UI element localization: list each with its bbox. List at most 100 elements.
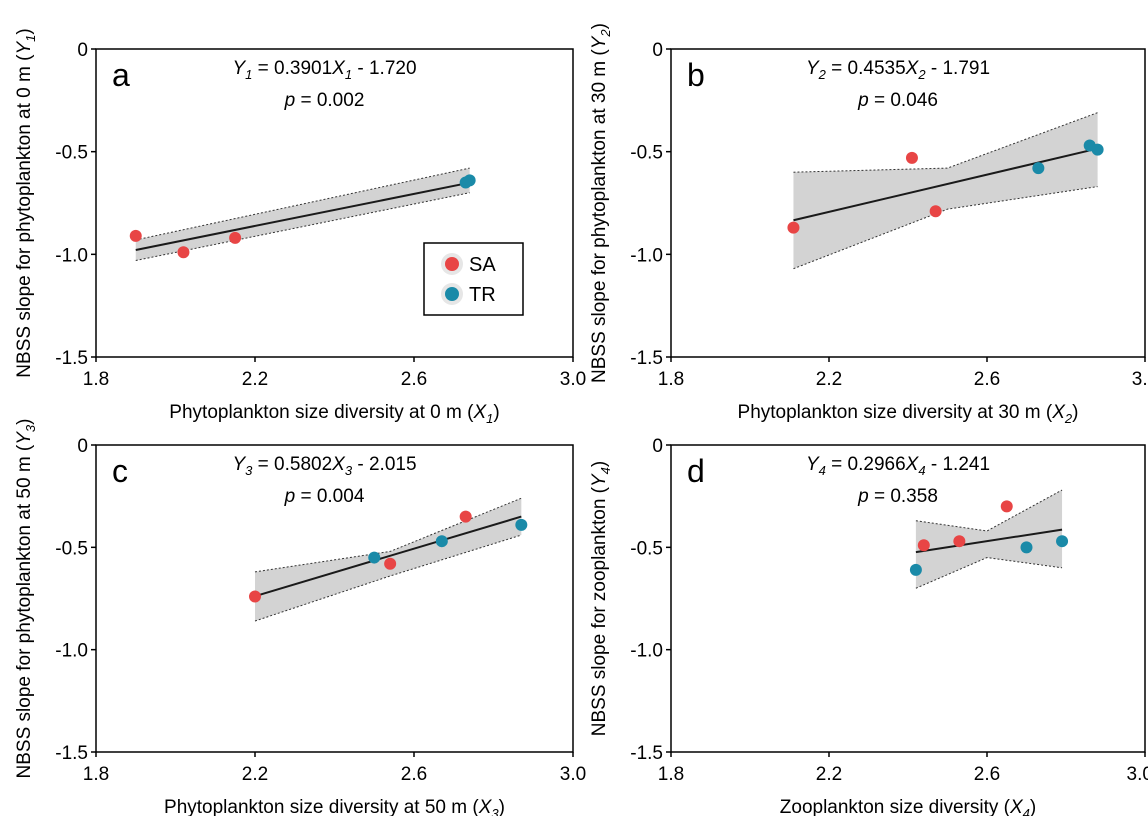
x-tick-label: 1.8 [83,764,109,785]
panel-label: c [112,453,128,489]
x-tick-label: 2.2 [242,764,268,785]
confidence-band [793,112,1098,269]
x-tick-label: 3.0 [560,764,586,785]
p-value: p = 0.358 [857,486,938,507]
eq-x-subscript: 4 [918,463,925,478]
eq-x-var: X [905,58,920,79]
legend-label-sa: SA [469,254,496,276]
panel-b: 0 -0.5 -1.0 -1.51.8 2.2 2.6 3.0 b Y2 = 0.4535X2 … [589,23,1148,426]
eq-intercept: - 2.015 [352,454,416,475]
eq-y-subscript: 2 [818,67,827,82]
x-label-close: ) [1030,797,1036,816]
x-label-sub: 4 [1023,806,1030,816]
eq-y-var: Y [232,58,246,79]
y-label-close: ) [589,461,610,467]
data-point-sa [929,205,942,218]
x-label-sub: 2 [1064,411,1073,426]
y-tick-label: -0.5 [55,538,88,559]
y-label-var: Y [589,35,610,49]
x-axis-label: Zooplankton size diversity (X4) [780,797,1036,816]
y-tick-label: -1.5 [630,348,663,369]
band-upper-edge [793,112,1098,173]
legend-marker-tr [445,287,459,301]
eq-coefficient: = 0.5802 [252,454,332,475]
eq-x-subscript: 3 [345,463,353,478]
legend-marker-sa [445,257,459,271]
y-tick-label: -0.5 [630,143,663,164]
y-tick-label: -1.0 [630,641,663,662]
p-value-number: = 0.002 [295,90,364,111]
band-lower-edge [915,557,1063,589]
regression-equation: Y3 = 0.5802X3 - 2.015 [232,454,416,478]
eq-y-var: Y [806,58,820,79]
regression-equation: Y4 = 0.2966X4 - 1.241 [806,454,990,478]
band-upper-edge [915,489,1063,532]
x-label-var: X [472,402,487,423]
panel-label: b [687,57,705,93]
eq-x-var: X [331,58,346,79]
y-axis-label: NBSS slope for phytoplankton at 30 m (Y2… [589,23,613,383]
eq-intercept: - 1.241 [926,454,990,475]
plot-frame [95,48,574,358]
y-tick-label: 0 [652,436,663,457]
eq-y-subscript: 1 [245,67,252,82]
x-label-var: X [478,797,493,816]
x-tick-label: 2.6 [974,369,1000,390]
eq-x-subscript: 1 [345,67,352,82]
data-point-sa [787,221,800,234]
y-axis-label: NBSS slope for phytoplankton at 50 m (Y3… [14,419,38,779]
y-tick-label: -1.0 [55,641,88,662]
data-point-tr [1032,162,1045,175]
y-label-sub: 4 [598,467,613,474]
eq-coefficient: = 0.2966 [826,454,906,475]
x-label-close: ) [499,797,505,816]
y-tick-label: -1.5 [55,348,88,369]
y-label-var: Y [14,41,35,55]
x-label-sub: 3 [491,806,499,816]
x-tick-label: 3.0 [560,369,586,390]
x-tick-label: 2.6 [401,764,427,785]
data-point-tr [1056,535,1069,548]
eq-x-subscript: 2 [917,67,926,82]
x-axis-label: Phytoplankton size diversity at 50 m (X3… [164,797,505,816]
data-point-tr [368,551,381,564]
regression-line [793,147,1098,222]
eq-coefficient: = 0.3901 [252,58,332,79]
x-tick-label: 2.6 [974,764,1000,785]
legend-label-tr: TR [469,284,496,306]
plot-frame [670,444,1146,753]
x-axis-label: Phytoplankton size diversity at 30 m (X2… [738,402,1079,426]
legend: SA TR [423,242,524,316]
band-upper-edge [135,167,470,241]
x-tick-label: 2.2 [816,764,842,785]
y-tick-label: -1.5 [55,743,88,764]
y-tick-label: -0.5 [55,143,88,164]
y-label-close: ) [14,419,35,425]
y-label-sub: 3 [23,424,38,432]
y-axis-label: NBSS slope for phytoplankton at 0 m (Y1) [14,28,38,377]
p-value: p = 0.002 [284,90,365,111]
confidence-band [135,168,470,261]
x-tick-label: 2.6 [401,369,427,390]
p-symbol: p [857,90,869,111]
x-tick-label: 1.8 [83,369,109,390]
y-tick-label: 0 [77,436,88,457]
panel-d: 0-0.5-1.0-1.51.82.22.63.00dY4 = 0.2966X4… [589,436,1148,816]
p-value-number: = 0.046 [869,90,938,111]
data-point-sa [459,510,472,523]
eq-coefficient: = 0.4535 [826,58,906,79]
data-point-tr [515,518,528,531]
p-symbol: p [284,90,296,111]
p-symbol: p [284,486,296,507]
data-point-sa [953,535,966,548]
x-tick-label: 2.2 [816,369,842,390]
p-value: p = 0.046 [857,90,938,111]
data-point-sa [129,229,142,242]
y-label-var: Y [589,473,610,487]
panel-label: d [687,453,705,489]
y-tick-label: -0.5 [630,538,663,559]
p-value: p = 0.004 [284,486,365,507]
x-tick-label: 3.00 [1127,764,1148,785]
x-label-close: ) [1072,402,1078,423]
y-tick-label: 0 [652,40,663,61]
